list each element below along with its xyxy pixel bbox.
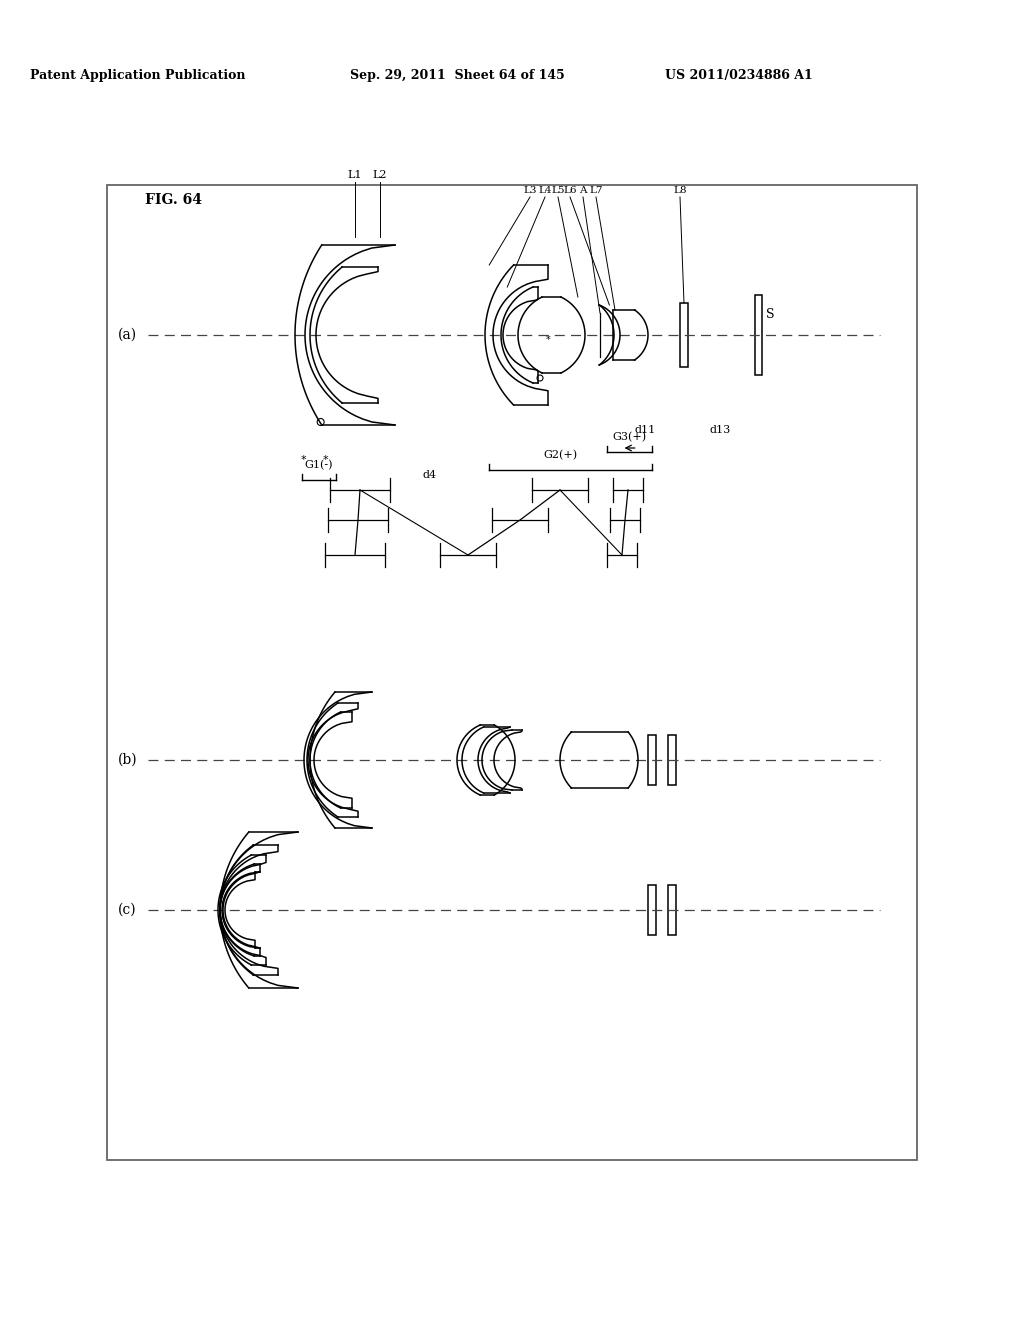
Text: *: * <box>301 455 307 465</box>
Bar <box>668 735 676 785</box>
Text: Sep. 29, 2011  Sheet 64 of 145: Sep. 29, 2011 Sheet 64 of 145 <box>350 69 565 82</box>
Text: d13: d13 <box>710 425 731 436</box>
Text: (c): (c) <box>118 903 136 917</box>
Text: A: A <box>580 186 587 195</box>
Text: (a): (a) <box>118 327 137 342</box>
Text: (b): (b) <box>118 752 137 767</box>
Text: d4: d4 <box>423 470 437 480</box>
Bar <box>755 294 762 375</box>
Text: L1: L1 <box>348 170 362 180</box>
Text: *: * <box>323 455 329 465</box>
Text: *: * <box>546 335 550 345</box>
Text: G2(+): G2(+) <box>544 450 578 459</box>
Text: Patent Application Publication: Patent Application Publication <box>30 69 246 82</box>
Bar <box>106 185 918 1160</box>
Bar <box>668 884 676 935</box>
Text: FIG. 64: FIG. 64 <box>145 193 202 207</box>
Text: L3: L3 <box>523 186 537 195</box>
Text: G1(-): G1(-) <box>305 459 334 470</box>
Text: L2: L2 <box>373 170 387 180</box>
Text: US 2011/0234886 A1: US 2011/0234886 A1 <box>665 69 813 82</box>
Text: G3(+): G3(+) <box>612 432 647 442</box>
Text: S: S <box>766 309 774 322</box>
Text: L6: L6 <box>563 186 577 195</box>
Text: L8: L8 <box>673 186 687 195</box>
Text: L4: L4 <box>539 186 552 195</box>
Text: d11: d11 <box>635 425 655 436</box>
Text: L7: L7 <box>589 186 603 195</box>
Bar <box>680 304 688 367</box>
Bar <box>648 884 656 935</box>
Text: L5: L5 <box>551 186 565 195</box>
Bar <box>648 735 656 785</box>
